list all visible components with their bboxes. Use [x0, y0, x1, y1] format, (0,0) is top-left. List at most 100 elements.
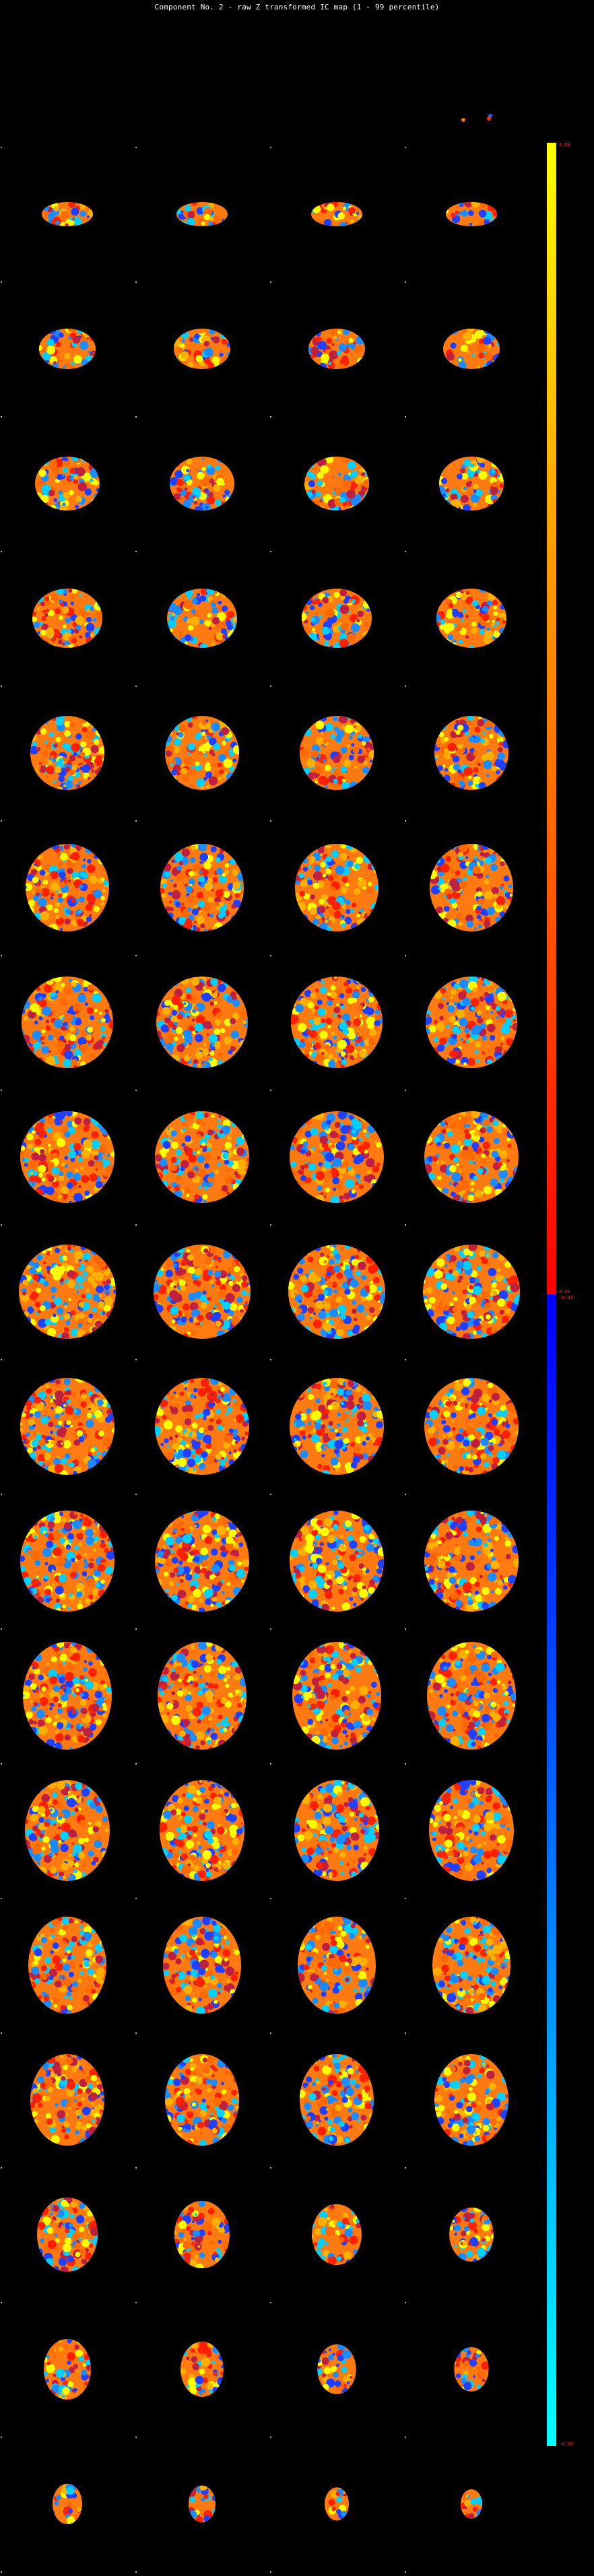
- activation-blob: [73, 355, 82, 364]
- activation-blob: [178, 221, 185, 226]
- activation-blob: [84, 504, 93, 510]
- activation-blob: [209, 1034, 218, 1043]
- activation-blob: [444, 768, 449, 772]
- activation-blob: [335, 1141, 345, 1151]
- activation-blob: [483, 760, 492, 770]
- activation-blob: [498, 729, 506, 737]
- activation-blob: [318, 362, 327, 369]
- activation-blob: [158, 1061, 163, 1065]
- activation-blob: [89, 333, 96, 341]
- activation-blob: [457, 1115, 466, 1125]
- activation-blob: [183, 1201, 187, 1203]
- activation-blob: [39, 638, 44, 643]
- activation-blob: [493, 927, 500, 931]
- activation-blob: [26, 1255, 31, 1260]
- activation-blob: [364, 924, 368, 928]
- activation-blob: [461, 473, 469, 480]
- activation-blob: [187, 766, 196, 777]
- activation-blob: [218, 777, 222, 781]
- activation-blob: [175, 1149, 183, 1156]
- activation-blob: [326, 906, 329, 909]
- activation-blob: [318, 202, 323, 205]
- activation-blob: [318, 506, 325, 510]
- activation-blob: [209, 1279, 214, 1284]
- activation-blob: [341, 781, 350, 790]
- activation-blob: [445, 925, 449, 929]
- activation-blob: [473, 767, 479, 773]
- activation-blob: [516, 1140, 519, 1145]
- activation-blob: [292, 1245, 298, 1251]
- activation-blob: [497, 747, 503, 753]
- activation-blob: [356, 1304, 365, 1313]
- activation-blob: [164, 921, 172, 929]
- activation-blob: [90, 632, 95, 638]
- activation-blob: [235, 1051, 242, 1058]
- activation-blob: [164, 871, 170, 878]
- brain-slice: [443, 329, 500, 369]
- activation-blob: [362, 741, 366, 746]
- activation-blob: [226, 342, 230, 347]
- activation-blob: [209, 1051, 215, 1056]
- activation-blob: [452, 1034, 457, 1040]
- activation-blob: [75, 1010, 79, 1014]
- slice-corner-marker: [270, 1090, 271, 1091]
- activation-blob: [492, 202, 497, 209]
- activation-blob: [327, 992, 331, 997]
- activation-blob: [369, 1280, 374, 1284]
- activation-blob: [467, 209, 474, 216]
- activation-blob: [436, 1197, 441, 1202]
- activation-blob: [238, 985, 246, 993]
- activation-blob: [482, 614, 490, 622]
- activation-blob: [201, 466, 206, 471]
- activation-blob: [296, 902, 306, 912]
- activation-blob: [229, 977, 238, 981]
- activation-blob: [232, 617, 237, 623]
- activation-blob: [358, 879, 367, 888]
- activation-blob: [452, 1026, 460, 1034]
- activation-blob: [512, 1257, 520, 1267]
- activation-blob: [176, 1245, 185, 1254]
- activation-blob: [207, 464, 211, 469]
- activation-blob: [102, 848, 109, 857]
- activation-blob: [357, 358, 364, 365]
- activation-blob: [37, 766, 41, 770]
- activation-blob: [158, 1049, 162, 1054]
- brain-slice: [20, 1111, 114, 1203]
- activation-blob: [312, 222, 321, 226]
- activation-blob: [25, 1127, 30, 1133]
- activation-blob: [491, 1114, 496, 1119]
- activation-blob: [159, 1176, 163, 1180]
- activation-blob: [244, 1183, 249, 1189]
- slice-corner-marker: [135, 1090, 137, 1091]
- activation-blob: [53, 908, 59, 913]
- activation-blob: [64, 634, 68, 639]
- activation-blob: [321, 1151, 324, 1154]
- activation-blob: [316, 716, 320, 719]
- activation-blob: [489, 1034, 496, 1041]
- activation-blob: [463, 994, 466, 997]
- activation-blob: [98, 773, 104, 781]
- activation-blob: [36, 607, 40, 611]
- activation-blob: [81, 764, 90, 773]
- activation-blob: [493, 1137, 500, 1144]
- activation-blob: [170, 1054, 180, 1064]
- activation-blob: [199, 1148, 203, 1151]
- slice-corner-marker: [270, 416, 271, 418]
- activation-blob: [30, 869, 38, 876]
- activation-blob: [480, 1127, 486, 1133]
- activation-blob: [187, 894, 196, 903]
- activation-blob: [98, 1114, 105, 1121]
- activation-blob: [239, 925, 244, 931]
- activation-blob: [370, 1057, 376, 1063]
- activation-blob: [74, 1049, 82, 1057]
- activation-blob: [355, 1270, 362, 1276]
- activation-blob: [27, 1307, 34, 1314]
- activation-blob: [162, 1189, 170, 1199]
- activation-blob: [173, 1111, 178, 1117]
- activation-blob: [213, 1255, 219, 1261]
- activation-blob: [29, 1175, 36, 1183]
- activation-blob: [203, 1248, 209, 1254]
- activation-blob: [428, 1025, 436, 1033]
- activation-blob: [108, 1117, 110, 1121]
- activation-blob: [459, 844, 468, 853]
